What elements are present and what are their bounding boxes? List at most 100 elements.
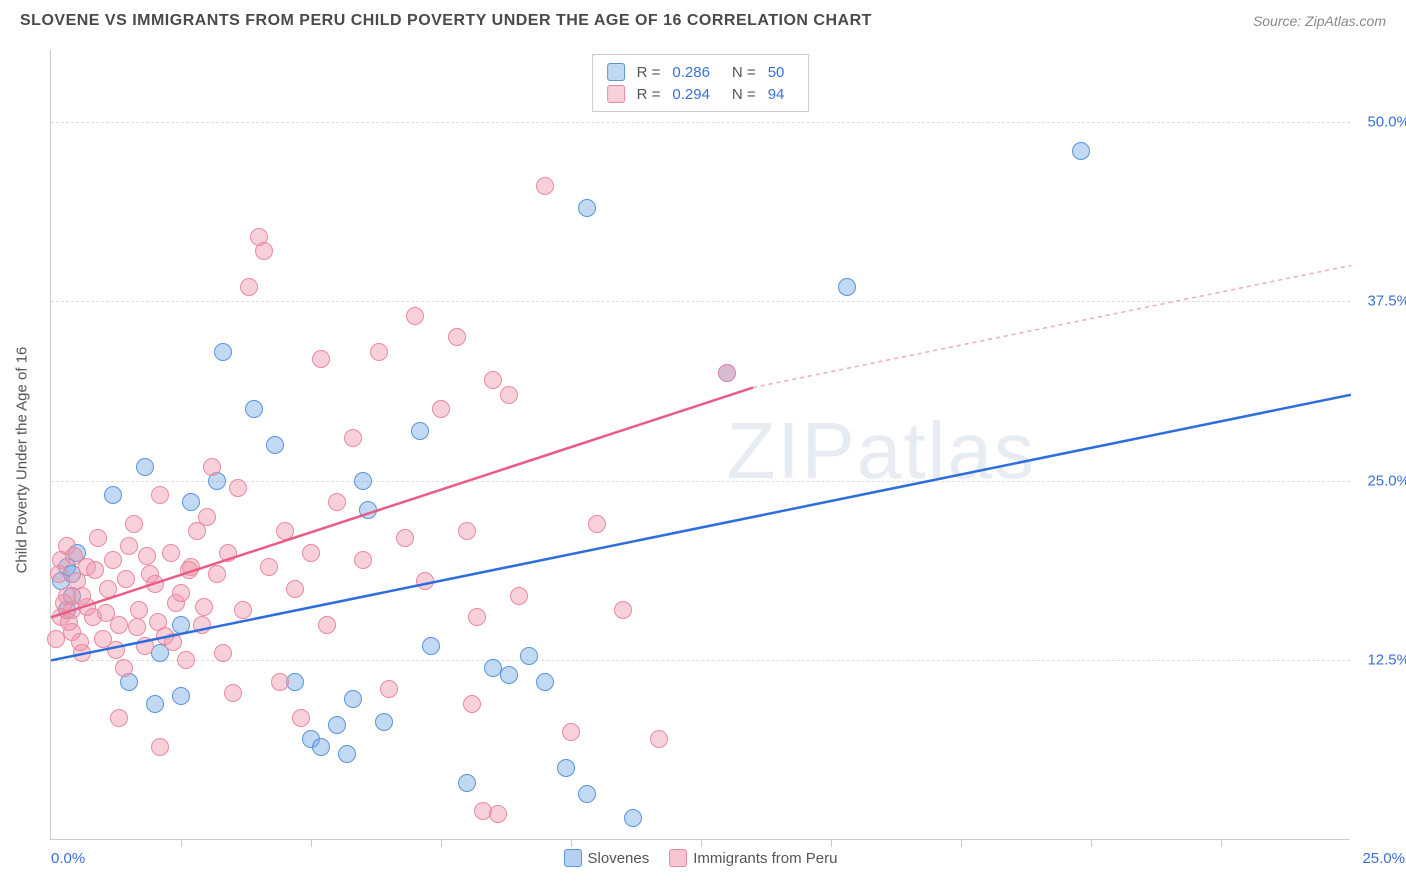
legend-label: Slovenes	[588, 850, 650, 867]
point-peru	[219, 544, 237, 562]
point-peru	[128, 618, 146, 636]
point-peru	[292, 709, 310, 727]
point-peru	[208, 565, 226, 583]
point-peru	[271, 673, 289, 691]
point-slovenes	[411, 422, 429, 440]
point-slovenes	[536, 673, 554, 691]
point-peru	[260, 558, 278, 576]
point-peru	[149, 613, 167, 631]
point-peru	[162, 544, 180, 562]
point-peru	[276, 522, 294, 540]
point-slovenes	[458, 774, 476, 792]
point-slovenes	[578, 199, 596, 217]
x-tick	[1091, 839, 1092, 847]
correlation-legend: R = 0.286 N = 50 R = 0.294 N = 94	[592, 54, 810, 112]
point-peru	[463, 695, 481, 713]
legend-swatch	[669, 849, 687, 867]
point-peru	[318, 616, 336, 634]
chart-area: Child Poverty Under the Age of 16 ZIPatl…	[50, 50, 1390, 870]
point-slovenes	[182, 493, 200, 511]
point-peru	[234, 601, 252, 619]
point-peru	[177, 651, 195, 669]
point-peru	[117, 570, 135, 588]
point-peru	[380, 680, 398, 698]
legend-row-peru: R = 0.294 N = 94	[607, 83, 795, 105]
y-tick-label: 50.0%	[1367, 113, 1406, 130]
point-peru	[255, 242, 273, 260]
point-peru	[718, 364, 736, 382]
point-peru	[458, 522, 476, 540]
r-label: R =	[637, 64, 661, 81]
n-value-peru: 94	[768, 86, 785, 103]
point-peru	[125, 515, 143, 533]
x-tick	[181, 839, 182, 847]
point-peru	[195, 598, 213, 616]
point-peru	[229, 479, 247, 497]
point-slovenes	[375, 713, 393, 731]
n-label: N =	[732, 86, 756, 103]
point-slovenes	[520, 647, 538, 665]
point-slovenes	[214, 343, 232, 361]
point-peru	[146, 575, 164, 593]
gridline-h	[51, 122, 1350, 123]
point-peru	[55, 594, 73, 612]
point-peru	[86, 561, 104, 579]
point-peru	[193, 616, 211, 634]
r-label: R =	[637, 86, 661, 103]
gridline-h	[51, 481, 1350, 482]
point-peru	[136, 637, 154, 655]
point-peru	[120, 537, 138, 555]
point-peru	[78, 598, 96, 616]
point-slovenes	[338, 745, 356, 763]
point-slovenes	[136, 458, 154, 476]
point-peru	[130, 601, 148, 619]
point-peru	[416, 572, 434, 590]
point-slovenes	[146, 695, 164, 713]
point-slovenes	[500, 666, 518, 684]
point-slovenes	[359, 501, 377, 519]
point-peru	[489, 805, 507, 823]
point-peru	[65, 547, 83, 565]
point-peru	[151, 486, 169, 504]
swatch-peru	[607, 85, 625, 103]
point-peru	[468, 608, 486, 626]
point-peru	[328, 493, 346, 511]
point-peru	[138, 547, 156, 565]
y-tick-label: 37.5%	[1367, 293, 1406, 310]
point-peru	[448, 328, 466, 346]
point-peru	[224, 684, 242, 702]
x-tick	[441, 839, 442, 847]
point-peru	[198, 508, 216, 526]
y-axis-label: Child Poverty Under the Age of 16	[14, 347, 31, 574]
y-tick-label: 25.0%	[1367, 472, 1406, 489]
point-peru	[312, 350, 330, 368]
point-peru	[614, 601, 632, 619]
point-peru	[536, 177, 554, 195]
point-peru	[240, 278, 258, 296]
point-slovenes	[354, 472, 372, 490]
point-peru	[89, 529, 107, 547]
point-peru	[370, 343, 388, 361]
legend-item-peru: Immigrants from Peru	[669, 849, 837, 867]
r-value-peru: 0.294	[672, 86, 710, 103]
plot-area: ZIPatlas R = 0.286 N = 50 R = 0.294 N = …	[50, 50, 1350, 840]
point-slovenes	[172, 687, 190, 705]
series-legend: Slovenes Immigrants from Peru	[564, 849, 838, 867]
n-label: N =	[732, 64, 756, 81]
chart-title: SLOVENE VS IMMIGRANTS FROM PERU CHILD PO…	[20, 12, 872, 30]
n-value-slovenes: 50	[768, 64, 785, 81]
point-peru	[484, 371, 502, 389]
gridline-h	[51, 301, 1350, 302]
point-peru	[99, 580, 117, 598]
point-peru	[510, 587, 528, 605]
legend-row-slovenes: R = 0.286 N = 50	[607, 61, 795, 83]
x-tick	[701, 839, 702, 847]
point-slovenes	[328, 716, 346, 734]
point-peru	[50, 565, 68, 583]
point-peru	[562, 723, 580, 741]
point-slovenes	[624, 809, 642, 827]
x-tick	[1221, 839, 1222, 847]
x-tick	[311, 839, 312, 847]
watermark: ZIPatlas	[726, 405, 1035, 497]
point-slovenes	[266, 436, 284, 454]
